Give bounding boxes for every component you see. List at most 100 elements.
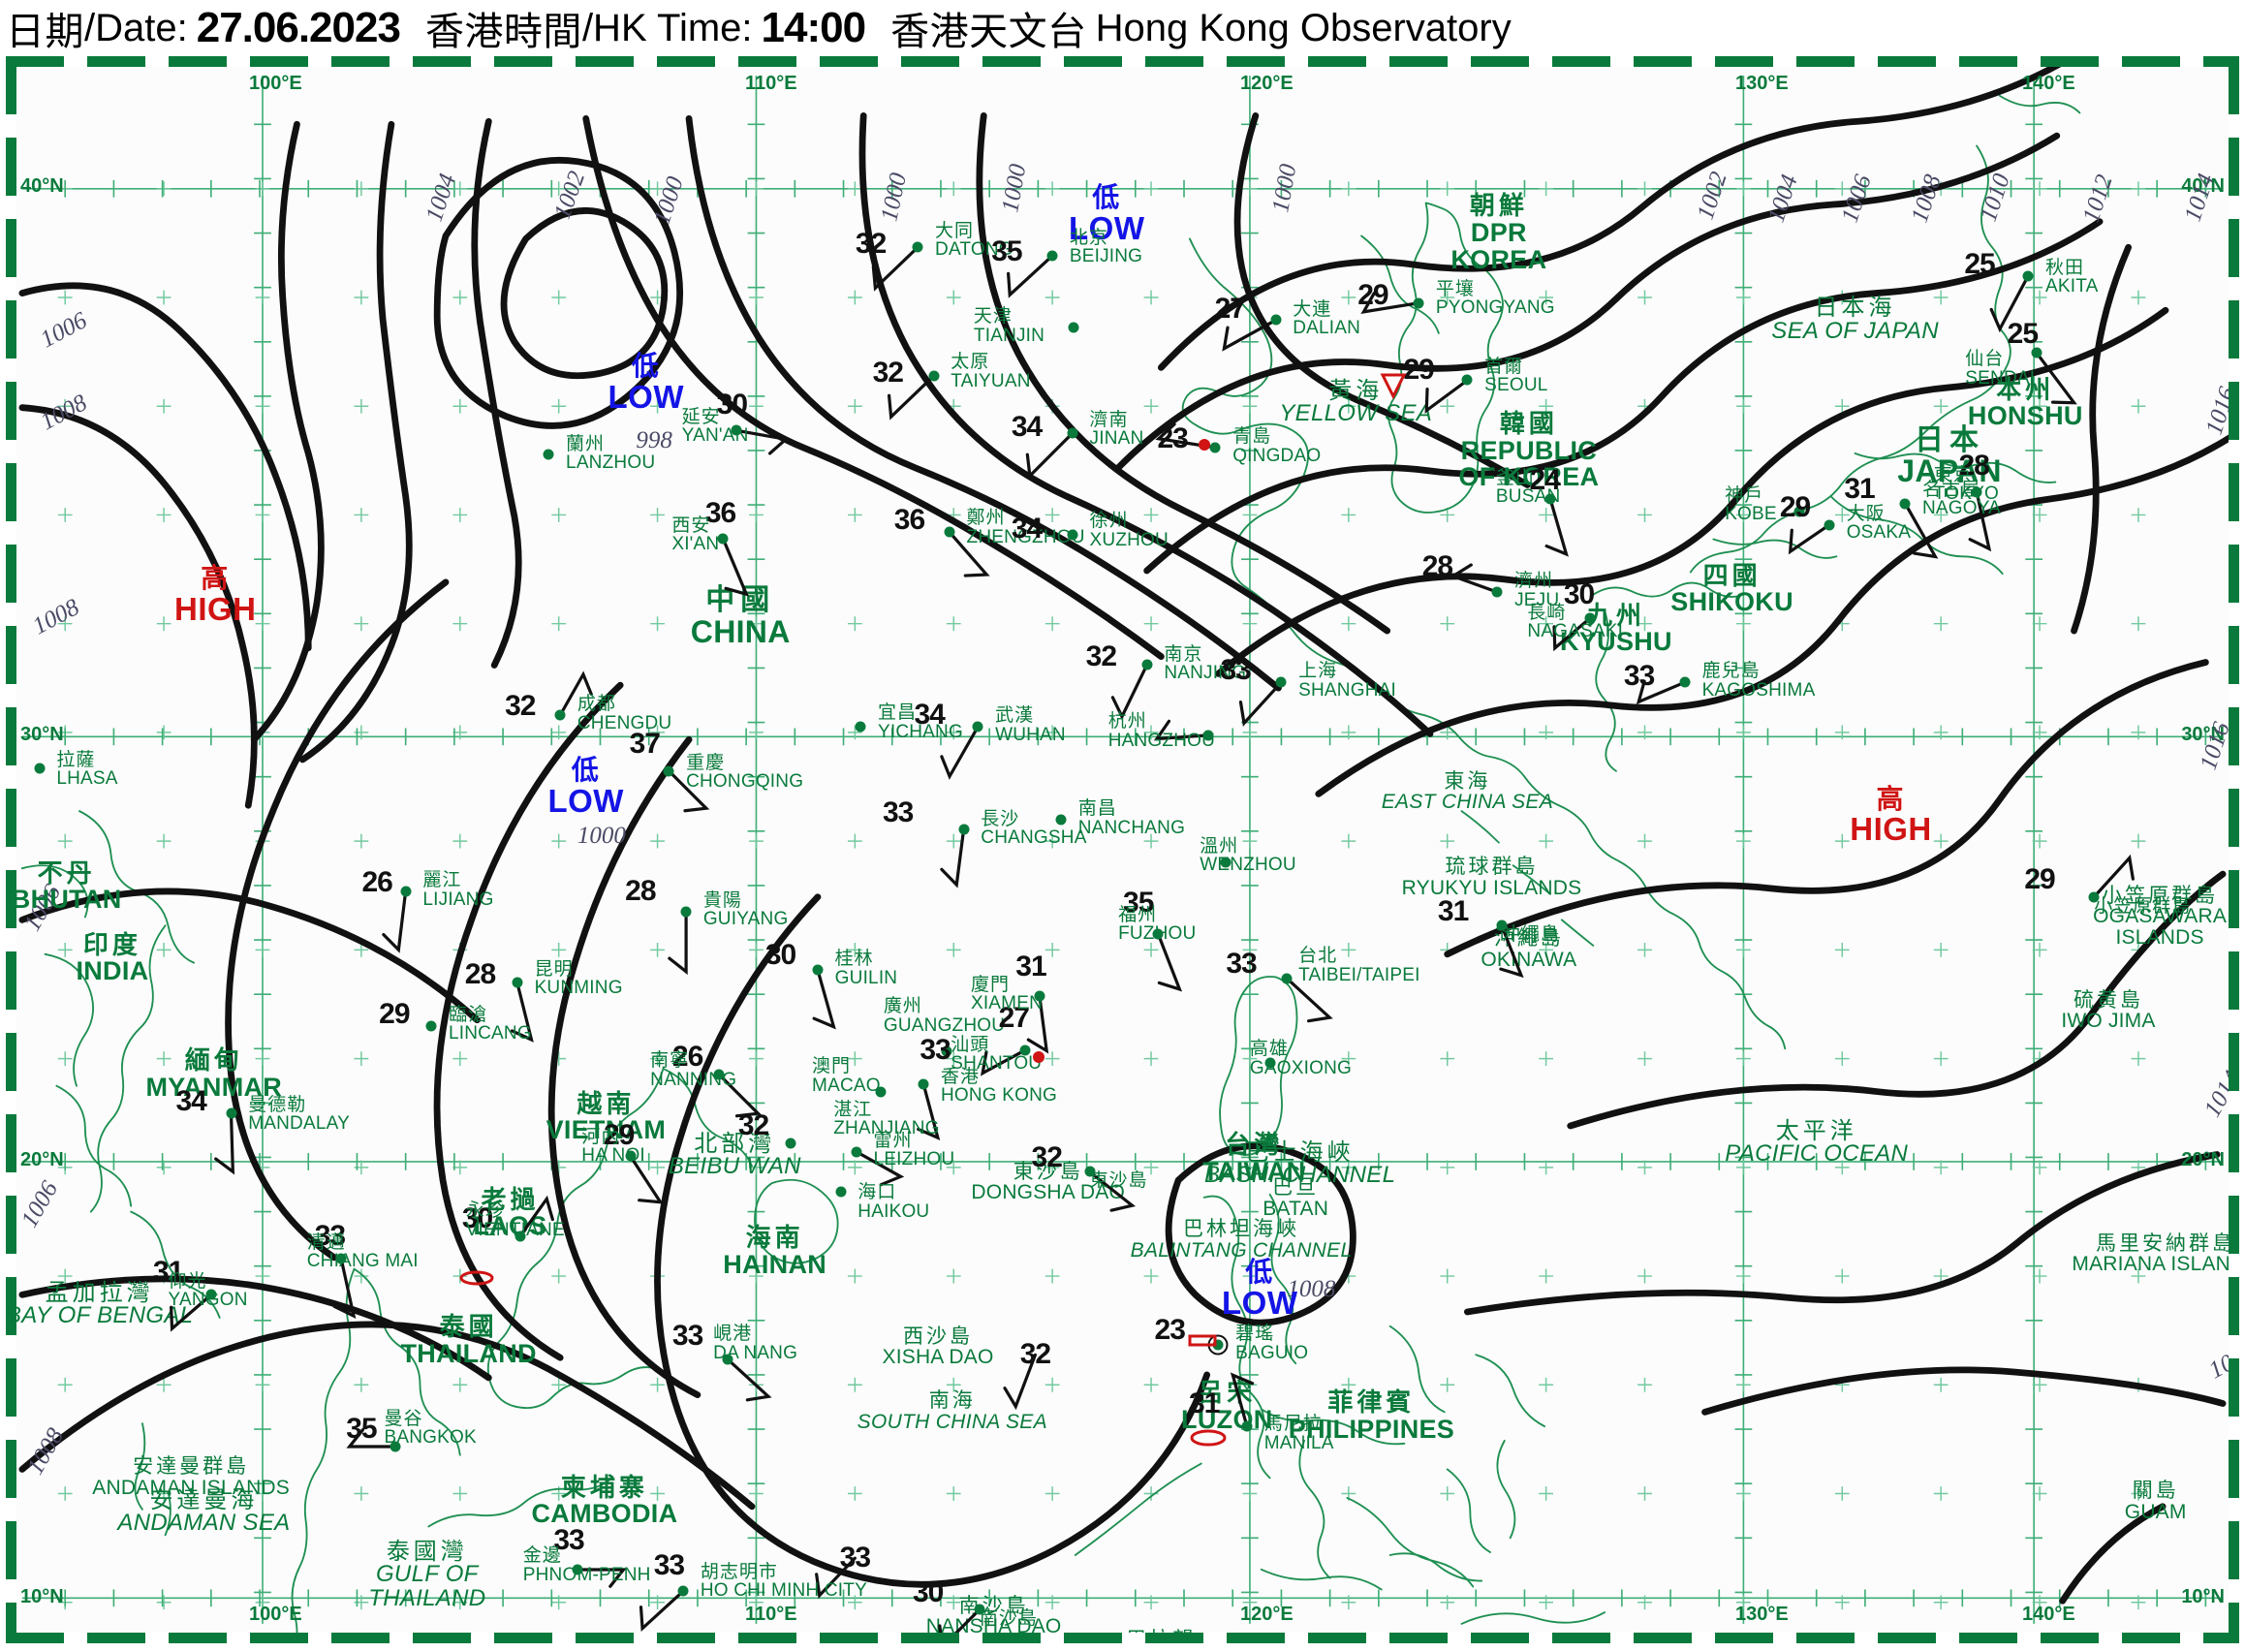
sea-label-cjk: 巴士海峽: [1245, 1138, 1355, 1166]
country-label-en: CHINA: [690, 613, 791, 649]
lon-label-bottom-130e: 130°E: [1735, 1604, 1789, 1625]
station-label-nanchang: 南昌 NANCHANG: [1078, 798, 1185, 837]
station-label-chengdu: 成都 CHENGDU: [577, 695, 671, 733]
station-dot-zhengzhou: [944, 526, 955, 538]
country-label-en: HAINAN: [723, 1250, 827, 1279]
station-temperature--: 32: [1031, 1140, 1063, 1173]
station-label-lanzhou: 蘭州 LANZHOU: [566, 434, 655, 473]
island-label-ryukyu-islands: 琉球群島 RYUKYU ISLANDS: [1402, 856, 1582, 898]
station-label-lincang: 臨滄 LINCANG: [448, 1005, 532, 1044]
sea-label-en: BASHI CHANNEL: [1203, 1162, 1396, 1189]
station-temperature-lincang: 29: [379, 997, 410, 1030]
sea-label-en: BEIBU WAN: [668, 1153, 801, 1180]
station-temperature-wuhan: 34: [914, 699, 945, 732]
wind-barb-lijiang: [382, 889, 408, 953]
station-name-cjk: 雷州: [873, 1129, 913, 1151]
station-label-zhanjiang: 湛江 ZHANJIANG: [833, 1098, 940, 1138]
station-label--: 小笠原群島: [2094, 896, 2191, 916]
station-dot-tianjin: [1068, 322, 1079, 333]
country-label-en-1: REPUBLIC: [1460, 435, 1598, 465]
station-name-cjk: 溫州: [1200, 834, 1239, 857]
station-name-en: NAGOYA: [1921, 498, 2002, 519]
station-label-wenzhou: 溫州 WENZHOU: [1200, 834, 1296, 875]
sea-label-gulf-of: 泰國灣 GULF OF THAILAND: [368, 1540, 485, 1610]
station-dot-mandalay: [226, 1107, 236, 1119]
station-name-en: TAIBEI/TAIPEI: [1298, 964, 1420, 985]
station-name-cjk: 澳門: [812, 1055, 852, 1077]
station-temperature-akita: 25: [1964, 247, 1995, 280]
station-label-lhasa: 拉薩 LHASA: [56, 749, 117, 789]
wind-barb-kunming: [510, 981, 534, 1043]
country-label-cjk: 韓國: [1499, 409, 1558, 439]
country-label-en: LUZON: [1181, 1404, 1273, 1434]
island-label-palawan: 巴拉望PALAWAN: [1112, 1629, 1210, 1633]
station-dot-yangon: [205, 1289, 217, 1300]
graticule-ticks: [64, 123, 2207, 1607]
station-name-cjk: 重慶: [686, 752, 726, 774]
sea-label-en-2: THAILAND: [368, 1584, 486, 1611]
wind-barb-bangkok: [346, 1428, 397, 1449]
island-label-cjk: 安達曼群島: [133, 1454, 250, 1479]
station-dot-beijing: [1046, 250, 1058, 262]
country-label-en: MYANMAR: [145, 1072, 283, 1102]
station-temperature-taibei-taipei: 33: [1226, 948, 1257, 981]
station-name-cjk: 大連: [1293, 297, 1332, 320]
station-temperature-stn67: 32: [1019, 1338, 1051, 1371]
station-name-en: NAGASAKI: [1527, 621, 1624, 642]
station-label-fuzhou: 福州 FUZHOU: [1118, 905, 1196, 944]
country-label-philippines: 菲律賓 PHILIPPINES: [1289, 1390, 1454, 1443]
station-dot-xi-an: [717, 533, 729, 545]
country-label-cjk: 台灣: [1225, 1131, 1284, 1161]
station-temperature-changsha: 33: [882, 795, 914, 828]
station-name-cjk: 湛江: [833, 1098, 873, 1120]
station-name-en: ZHANJIANG: [833, 1117, 940, 1138]
station-temperature-nanning: 26: [671, 1041, 703, 1074]
weather-chart: 100°E 110°E 120°E 130°E 140°E 100°E 110°…: [6, 56, 2239, 1643]
wind-barb-jinan: [1025, 431, 1075, 480]
station-dot--: [974, 1604, 985, 1615]
station-temperature-shanghai: 33: [1220, 654, 1251, 687]
station-dot-chiang-mai: [335, 1253, 347, 1264]
station-temperature-guiyang: 28: [625, 874, 656, 907]
country-label-luzon: 呂宋 LUZON: [1181, 1381, 1272, 1433]
station-temperature-seoul: 29: [1403, 354, 1434, 387]
station-dot-ho-chi-minh-city: [677, 1585, 689, 1597]
station-label-haikou: 海口 HAIKOU: [857, 1182, 929, 1221]
station-temperature-qingdao: 23: [1157, 422, 1188, 455]
country-label-honshu: 本州 HONSHU: [1968, 378, 2083, 430]
station-name-cjk: 長沙: [981, 807, 1020, 829]
station-dot-fuzhou: [1152, 928, 1164, 940]
station-name-en: LEIZHOU: [873, 1149, 955, 1170]
lon-label-top-110e: 110°E: [745, 73, 797, 94]
country-label-cjk: 四國: [1702, 561, 1762, 591]
country-label-en: CAMBODIA: [531, 1499, 678, 1529]
wind-barb-hong-kong: [917, 1082, 941, 1140]
time-label-en: /HK Time:: [581, 6, 753, 49]
island-label-en: MARIANA ISLANDS: [2072, 1253, 2229, 1276]
wind-barb-nanning: [717, 1073, 762, 1118]
station-name-cjk: 拉薩: [56, 749, 96, 771]
station-name-en: NANNING: [650, 1069, 737, 1090]
station-name-en: HANGZHOU: [1107, 730, 1216, 751]
sea-label-cjk: 東海: [1444, 768, 1491, 793]
station-temperature--: 31: [1437, 894, 1469, 927]
wind-barb--: [1087, 1169, 1137, 1212]
lon-label-bottom-140e: 140°E: [2022, 1604, 2075, 1625]
station-name-cjk: 馬尼拉: [1263, 1413, 1323, 1435]
country-label-en: VIETNAM: [546, 1115, 667, 1145]
station-dot-tokyo: [1971, 486, 1982, 498]
station-dot-taiyuan: [928, 370, 940, 382]
pressure-system-low-2: 低 LOW: [547, 756, 623, 817]
pressure-system-cjk: 低: [631, 350, 661, 383]
sea-label-en: SEA OF JAPAN: [1771, 317, 1939, 344]
wind-barb-manila: [1230, 1372, 1255, 1428]
station-name-en: LINCANG: [448, 1023, 532, 1044]
station-dot-pyongyang: [1413, 297, 1424, 309]
wind-barb-nanjing: [1110, 663, 1149, 721]
country-label-en: THAILAND: [400, 1338, 537, 1368]
station-name-en: HO CHI MINH CITY: [700, 1579, 867, 1601]
date-label-cjk: 日期: [6, 10, 84, 54]
station-dot-nagoya: [1899, 498, 1911, 510]
station-dot-bangkok: [390, 1441, 401, 1452]
station-label-kobe: 神戶 KOBE: [1725, 485, 1777, 524]
